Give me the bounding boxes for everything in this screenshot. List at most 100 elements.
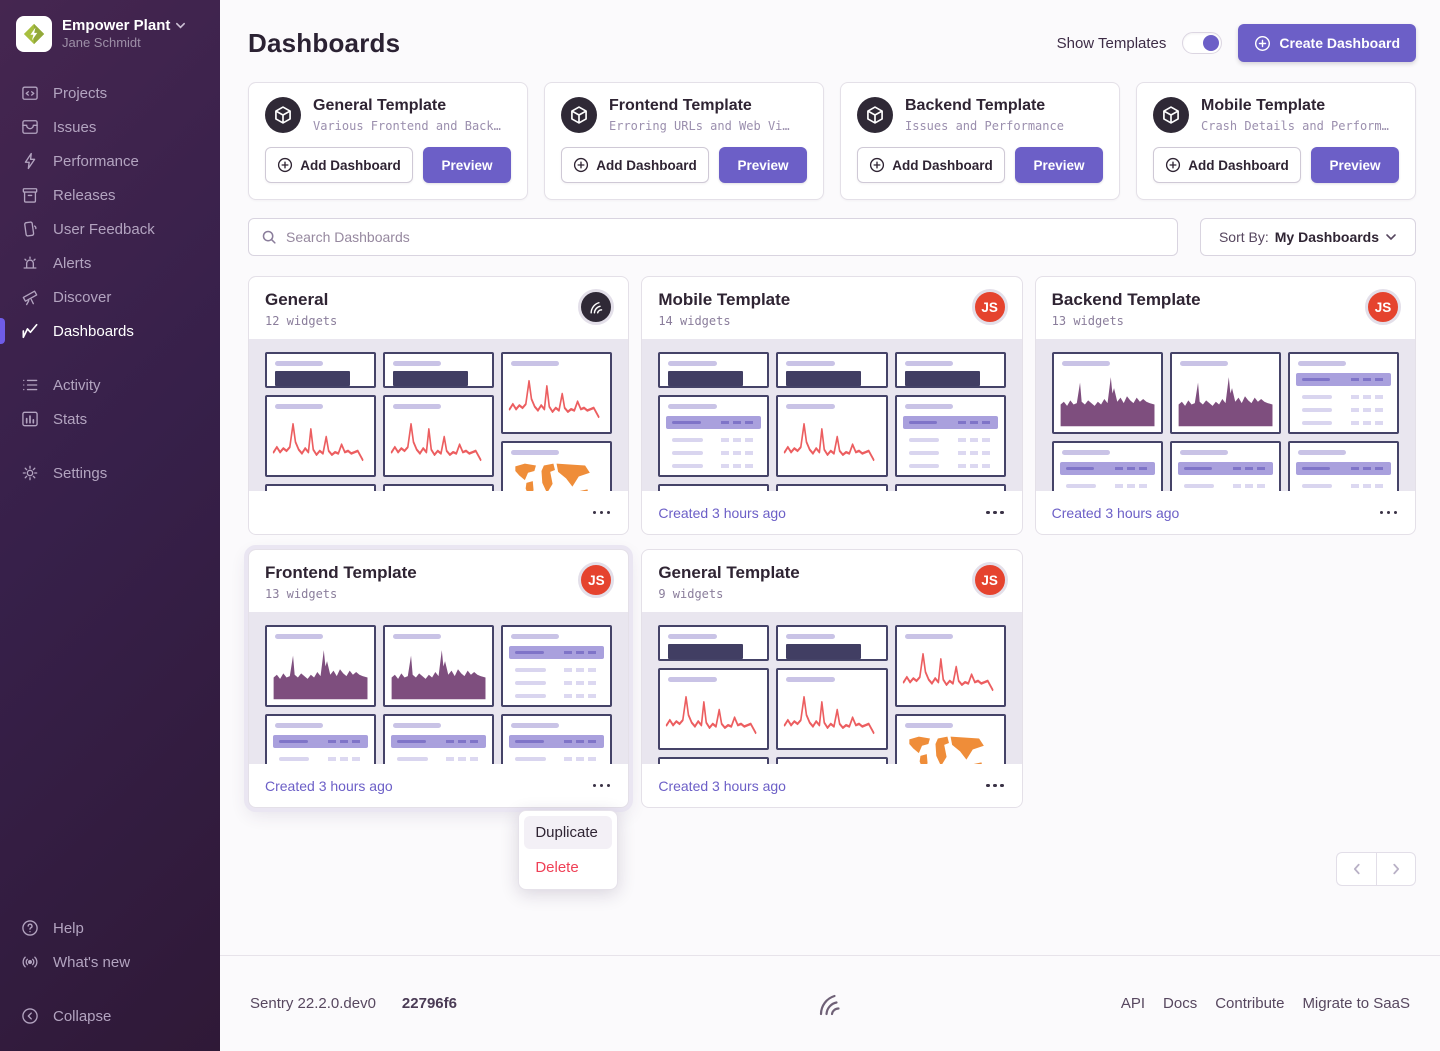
template-subtitle: Various Frontend and Back… xyxy=(313,119,501,133)
context-menu-delete[interactable]: Delete xyxy=(535,859,579,876)
widget-preview-column xyxy=(265,625,377,764)
overflow-menu-button[interactable] xyxy=(1378,503,1400,523)
lightning-icon xyxy=(24,152,36,170)
sidebar-item-label: Settings xyxy=(53,464,108,482)
sidebar-item-projects[interactable]: Projects xyxy=(0,76,220,110)
widget-preview-table xyxy=(265,714,377,764)
sidebar: Empower Plant Jane Schmidt Projects Issu… xyxy=(0,0,220,1051)
dashboard-widget-count: 14 widgets xyxy=(658,314,731,328)
add-dashboard-button[interactable]: Add Dashboard xyxy=(1153,147,1301,183)
sidebar-item-releases[interactable]: Releases xyxy=(0,178,220,212)
sidebar-item-label: Stats xyxy=(53,410,88,428)
org-switcher[interactable]: Empower Plant Jane Schmidt xyxy=(0,16,220,68)
sidebar-item-label: Discover xyxy=(53,288,112,306)
template-card-general: General Template Various Frontend and Ba… xyxy=(248,82,528,200)
search-input[interactable] xyxy=(286,229,1165,245)
sidebar-item-label: Performance xyxy=(53,152,139,170)
sidebar-item-dashboards[interactable]: Dashboards xyxy=(0,314,220,348)
created-timestamp[interactable]: Created 3 hours ago xyxy=(265,777,393,794)
footer-link-docs[interactable]: Docs xyxy=(1163,995,1198,1012)
help-icon xyxy=(22,920,38,936)
widget-preview-column xyxy=(383,625,495,764)
cube-icon xyxy=(561,97,597,133)
sidebar-item-stats[interactable]: Stats xyxy=(0,402,220,436)
dashboard-title: General Template xyxy=(658,563,800,582)
add-dashboard-label: Add Dashboard xyxy=(892,157,993,173)
add-dashboard-button[interactable]: Add Dashboard xyxy=(857,147,1005,183)
sidebar-item-issues[interactable]: Issues xyxy=(0,110,220,144)
sidebar-item-user-feedback[interactable]: User Feedback xyxy=(0,212,220,246)
preview-button[interactable]: Preview xyxy=(1015,147,1103,183)
sidebar-item-settings[interactable]: Settings xyxy=(0,456,220,490)
sidebar-item-label: Issues xyxy=(53,118,97,136)
dashboard-widget-count: 12 widgets xyxy=(265,314,338,328)
widget-preview-big-number xyxy=(658,625,770,661)
sidebar-item-label: Dashboards xyxy=(53,322,134,340)
previous-page-button[interactable] xyxy=(1336,852,1376,886)
dashboard-card-backend-template[interactable]: Backend Template 13 widgets JS Created 3… xyxy=(1034,276,1416,535)
chevron-down-icon xyxy=(1386,234,1396,241)
add-dashboard-button[interactable]: Add Dashboard xyxy=(561,147,709,183)
dashboard-card-general[interactable]: General 12 widgets xyxy=(248,276,630,535)
show-templates-toggle[interactable] xyxy=(1182,32,1223,54)
issues-icon xyxy=(22,120,38,134)
gear-icon xyxy=(22,465,38,481)
preview-button[interactable]: Preview xyxy=(423,147,511,183)
sidebar-item-label: Alerts xyxy=(53,254,92,272)
cube-icon xyxy=(1153,97,1189,133)
dashboard-card-general-template[interactable]: General Template 9 widgets JS Created 3 … xyxy=(641,549,1023,808)
overflow-menu-button[interactable] xyxy=(984,776,1006,796)
widget-preview-column xyxy=(501,352,613,491)
widget-preview-big-number xyxy=(776,352,888,388)
sidebar-item-activity[interactable]: Activity xyxy=(0,368,220,402)
next-page-button[interactable] xyxy=(1376,852,1416,886)
created-timestamp[interactable]: Created 3 hours ago xyxy=(658,777,786,794)
dashboard-card-mobile-template[interactable]: Mobile Template 14 widgets JS Created 3 … xyxy=(641,276,1023,535)
footer-link-contribute[interactable]: Contribute xyxy=(1215,995,1285,1012)
add-dashboard-button[interactable]: Add Dashboard xyxy=(265,147,413,183)
widget-preview-big-number xyxy=(265,352,377,388)
sidebar-item-performance[interactable]: Performance xyxy=(0,144,220,178)
bar-chart-icon xyxy=(22,411,38,427)
page-title: Dashboards xyxy=(248,27,401,58)
widget-preview-column xyxy=(776,625,888,764)
user-avatar: JS xyxy=(971,289,1008,325)
sidebar-item-label: Activity xyxy=(53,376,101,394)
created-timestamp[interactable]: Created 3 hours ago xyxy=(1051,504,1180,521)
chevron-right-icon xyxy=(1393,863,1400,875)
preview-button[interactable]: Preview xyxy=(1311,147,1399,183)
widget-preview-column xyxy=(265,352,377,491)
sidebar-collapse-button[interactable]: Collapse xyxy=(0,999,220,1033)
overflow-menu-button[interactable] xyxy=(984,503,1006,523)
sidebar-item-label: Releases xyxy=(53,186,116,204)
created-timestamp[interactable]: Created 3 hours ago xyxy=(658,504,786,521)
context-menu: Duplicate Delete xyxy=(518,810,619,890)
collapse-icon xyxy=(22,1008,38,1024)
dashboard-card-frontend-template[interactable]: Frontend Template 13 widgets JS Created … xyxy=(248,549,630,890)
sidebar-item-alerts[interactable]: Alerts xyxy=(0,246,220,280)
sidebar-item-help[interactable]: Help xyxy=(0,911,220,945)
widget-preview-column xyxy=(658,625,770,764)
widget-preview-big-number xyxy=(776,625,888,661)
widget-preview-column xyxy=(776,352,888,491)
widget-preview-column xyxy=(894,352,1006,491)
widget-preview-line-chart xyxy=(658,668,770,750)
create-dashboard-button[interactable]: Create Dashboard xyxy=(1238,24,1416,62)
dashboard-widget-count: 9 widgets xyxy=(658,587,724,601)
preview-button[interactable]: Preview xyxy=(719,147,807,183)
app-footer: Sentry 22.2.0.dev0 22796f6 API Docs Cont… xyxy=(220,955,1440,1051)
search-box xyxy=(248,218,1178,256)
footer-link-migrate[interactable]: Migrate to SaaS xyxy=(1302,995,1410,1012)
widget-preview-world-map xyxy=(501,441,613,491)
overflow-menu-button[interactable] xyxy=(591,776,613,796)
sidebar-item-discover[interactable]: Discover xyxy=(0,280,220,314)
overflow-menu-button[interactable] xyxy=(591,503,613,523)
sort-dropdown[interactable]: Sort By: My Dashboards xyxy=(1200,218,1416,256)
cube-icon xyxy=(265,97,301,133)
footer-link-api[interactable]: API xyxy=(1120,995,1146,1012)
sidebar-item-whats-new[interactable]: What's new xyxy=(0,945,220,979)
widget-preview-area-chart xyxy=(1051,352,1163,434)
context-menu-duplicate[interactable]: Duplicate xyxy=(524,816,613,849)
telescope-icon xyxy=(22,290,38,306)
version-label: Sentry 22.2.0.dev0 xyxy=(250,995,376,1012)
